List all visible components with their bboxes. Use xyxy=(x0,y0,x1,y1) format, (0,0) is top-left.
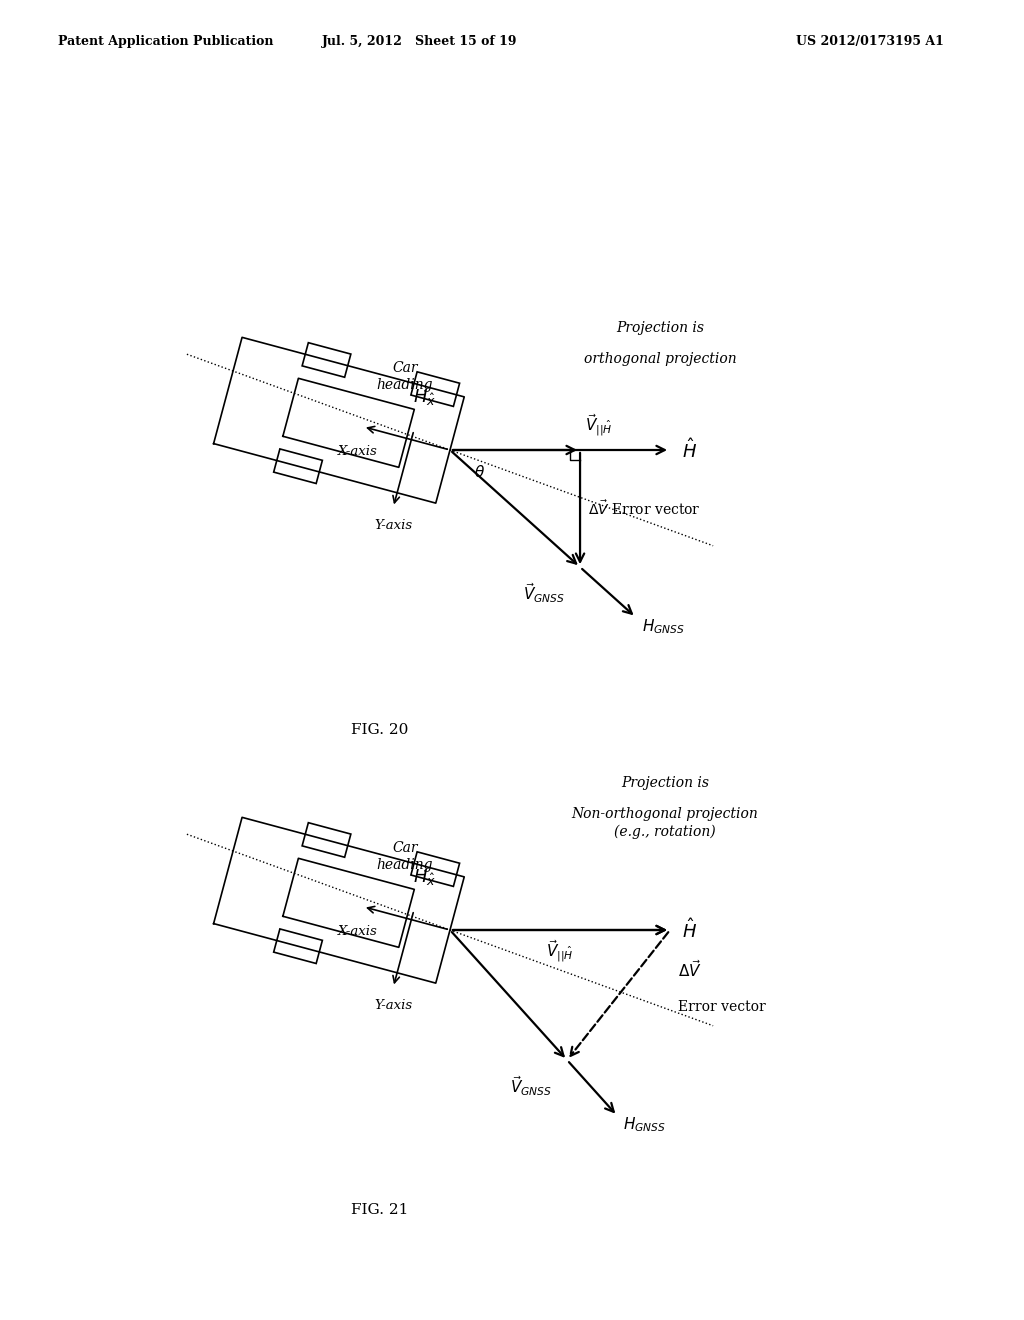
Text: FIG. 21: FIG. 21 xyxy=(351,1203,409,1217)
Text: $\vec{V}_{GNSS}$: $\vec{V}_{GNSS}$ xyxy=(523,581,565,605)
Text: $\hat{H}$: $\hat{H}$ xyxy=(682,438,697,462)
Text: $H_{\hat{x}}$: $H_{\hat{x}}$ xyxy=(414,388,436,408)
Text: $\theta$: $\theta$ xyxy=(474,465,485,480)
Text: Car: Car xyxy=(392,360,418,375)
Text: Non-orthogonal projection: Non-orthogonal projection xyxy=(571,807,759,821)
Text: $\Delta\vec{V}$: $\Delta\vec{V}$ xyxy=(678,960,701,979)
Text: Y-axis: Y-axis xyxy=(374,999,413,1012)
Bar xyxy=(411,372,460,407)
Text: Projection is: Projection is xyxy=(616,321,705,335)
Text: $\vec{V}_{||\hat{H}}$: $\vec{V}_{||\hat{H}}$ xyxy=(546,939,573,964)
Text: Jul. 5, 2012   Sheet 15 of 19: Jul. 5, 2012 Sheet 15 of 19 xyxy=(323,36,518,49)
Bar xyxy=(411,851,460,887)
Text: $H_{GNSS}$: $H_{GNSS}$ xyxy=(642,618,685,636)
Text: $H_{\hat{x}}$: $H_{\hat{x}}$ xyxy=(414,869,436,888)
Bar xyxy=(273,449,323,483)
Text: Error vector: Error vector xyxy=(678,1001,766,1014)
Text: Car: Car xyxy=(392,841,418,855)
Text: Projection is: Projection is xyxy=(621,776,709,789)
Text: $\hat{H}$: $\hat{H}$ xyxy=(682,919,697,942)
Text: heading: heading xyxy=(377,378,433,392)
Text: heading: heading xyxy=(377,858,433,873)
Text: (e.g., rotation): (e.g., rotation) xyxy=(614,825,716,840)
Text: FIG. 20: FIG. 20 xyxy=(351,723,409,737)
Bar xyxy=(273,929,323,964)
Text: X-axis: X-axis xyxy=(338,445,378,458)
Text: $\vec{V}_{||\hat{H}}$: $\vec{V}_{||\hat{H}}$ xyxy=(585,412,612,438)
Text: $H_{GNSS}$: $H_{GNSS}$ xyxy=(624,1115,667,1134)
Text: X-axis: X-axis xyxy=(338,925,378,937)
Text: Y-axis: Y-axis xyxy=(374,519,413,532)
Bar xyxy=(302,822,351,857)
Text: $\Delta\vec{V}$ Error vector: $\Delta\vec{V}$ Error vector xyxy=(588,499,700,517)
Text: Patent Application Publication: Patent Application Publication xyxy=(58,36,273,49)
Text: orthogonal projection: orthogonal projection xyxy=(584,352,736,366)
Text: US 2012/0173195 A1: US 2012/0173195 A1 xyxy=(796,36,944,49)
Text: $\vec{V}_{GNSS}$: $\vec{V}_{GNSS}$ xyxy=(510,1074,552,1098)
Bar xyxy=(302,343,351,378)
